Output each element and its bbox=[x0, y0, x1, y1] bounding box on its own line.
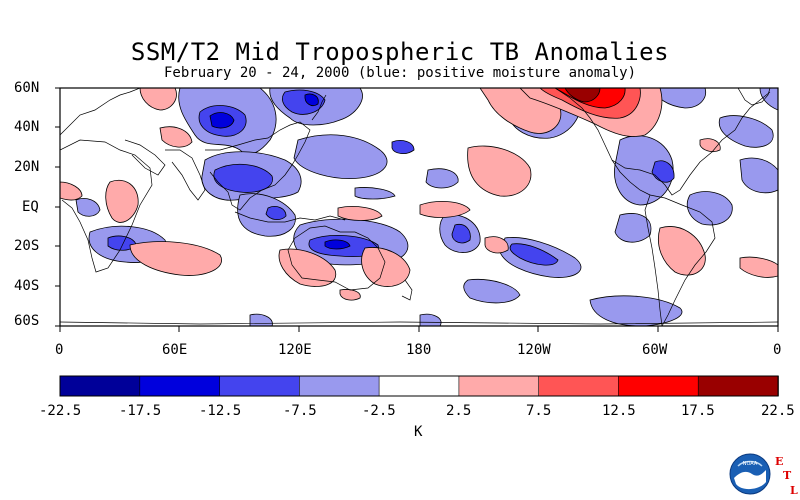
colorbar-tick-label: -22.5 bbox=[39, 403, 82, 419]
noaa-logo-text: NOAA bbox=[743, 461, 758, 467]
colorbar-cell bbox=[697, 375, 779, 397]
anomaly-region bbox=[139, 88, 177, 111]
colorbar-frame bbox=[59, 375, 779, 397]
colorbar-tick-label: 2.5 bbox=[446, 403, 472, 419]
anomaly-core-strong bbox=[304, 93, 319, 106]
coastline-indonesia bbox=[234, 211, 346, 223]
anomaly-region bbox=[354, 187, 396, 200]
lat-label-20n: 20N bbox=[14, 159, 40, 175]
colorbar-cell bbox=[538, 375, 620, 397]
anomaly-region bbox=[419, 200, 471, 218]
coastline-europe bbox=[60, 88, 141, 136]
anomaly-region bbox=[463, 278, 521, 304]
coastlines bbox=[60, 88, 778, 326]
lat-label-eq: EQ bbox=[22, 199, 39, 215]
lat-label-40s: 40S bbox=[14, 278, 40, 294]
coastline-greenland bbox=[737, 88, 771, 106]
coastline-india bbox=[165, 149, 206, 201]
lon-label-180: 180 bbox=[406, 342, 432, 358]
anomaly-region bbox=[337, 206, 383, 221]
lat-label-20s: 20S bbox=[14, 238, 40, 254]
anomaly-field bbox=[60, 88, 778, 326]
anomaly-region bbox=[467, 145, 532, 197]
lon-label-0-east: 0 bbox=[773, 342, 782, 358]
colorbar-cell bbox=[378, 375, 460, 397]
colorbar-cell bbox=[458, 375, 540, 397]
anomaly-region bbox=[60, 181, 83, 201]
map-title: SSM/T2 Mid Tropospheric TB Anomalies bbox=[130, 38, 670, 66]
colorbar-cell bbox=[219, 375, 301, 397]
lon-label-0-west: 0 bbox=[55, 342, 64, 358]
anomaly-core bbox=[651, 160, 675, 183]
anomaly-region bbox=[159, 126, 193, 148]
lon-label-60e: 60E bbox=[162, 342, 188, 358]
lon-label-60w: 60W bbox=[642, 342, 668, 358]
anomaly-core-strong bbox=[324, 239, 351, 250]
colorbar-cell bbox=[59, 375, 141, 397]
colorbar-unit: K bbox=[414, 424, 423, 440]
coastline-newzealand bbox=[401, 279, 413, 301]
anomaly-region bbox=[686, 191, 733, 226]
lat-label-40n: 40N bbox=[14, 119, 40, 135]
noaa-etl-logo: NOAA E T L bbox=[729, 453, 798, 497]
colorbar-tick-label: -7.5 bbox=[283, 403, 317, 419]
anomaly-region bbox=[129, 241, 222, 276]
lat-label-60n: 60N bbox=[14, 80, 40, 96]
coastline-north-america bbox=[554, 88, 771, 196]
anomaly-region bbox=[739, 256, 778, 278]
anomaly-region bbox=[658, 226, 706, 276]
etl-letter-t: T bbox=[783, 469, 792, 482]
colorbar-cell bbox=[618, 375, 700, 397]
anomaly-core bbox=[265, 206, 287, 220]
coastline-south-america bbox=[649, 194, 716, 326]
anomaly-region bbox=[75, 198, 101, 217]
lat-ticks bbox=[55, 87, 60, 327]
coastline-australia bbox=[287, 225, 386, 291]
anomaly-core-strong bbox=[209, 112, 235, 129]
map-subtitle: February 20 - 24, 2000 (blue: positive m… bbox=[163, 65, 636, 81]
anomaly-region bbox=[614, 135, 674, 206]
colorbar-cell bbox=[139, 375, 221, 397]
anomaly-core bbox=[451, 223, 471, 244]
anomaly-core bbox=[391, 140, 415, 154]
coastline-arabia bbox=[124, 139, 166, 176]
anomaly-region bbox=[739, 157, 778, 194]
colorbar-tick-label: -17.5 bbox=[119, 403, 162, 419]
anomaly-region bbox=[484, 236, 509, 254]
colorbar-tick-label: 12.5 bbox=[602, 403, 636, 419]
anomaly-region bbox=[718, 115, 774, 148]
anomaly-region bbox=[589, 295, 683, 326]
etl-letter-e: E bbox=[775, 455, 783, 468]
anomaly-region bbox=[293, 134, 388, 179]
colorbar-tick-label: -12.5 bbox=[199, 403, 242, 419]
colorbar-tick-label: 17.5 bbox=[681, 403, 715, 419]
anomaly-region bbox=[105, 179, 139, 223]
lat-label-60s: 60S bbox=[14, 313, 40, 329]
lon-label-120w: 120W bbox=[517, 342, 551, 358]
anomaly-region bbox=[614, 213, 652, 243]
anomaly-region bbox=[361, 247, 411, 287]
coastline-central-america bbox=[611, 159, 651, 196]
colorbar-tick-label: 22.5 bbox=[761, 403, 795, 419]
anomaly-region bbox=[759, 88, 778, 111]
anomaly-region bbox=[425, 168, 459, 189]
colorbar-cell bbox=[298, 375, 380, 397]
colorbar-tick-label: -2.5 bbox=[362, 403, 396, 419]
anomaly-region bbox=[278, 248, 337, 287]
coastline-asia bbox=[205, 121, 311, 211]
anomaly-core bbox=[509, 243, 559, 266]
lon-ticks bbox=[59, 326, 779, 332]
etl-letter-l: L bbox=[790, 484, 798, 497]
coastline-africa bbox=[60, 139, 153, 273]
colorbar-cells bbox=[59, 375, 779, 397]
anomaly-core-strongest bbox=[564, 88, 601, 103]
anomaly-region bbox=[419, 313, 442, 326]
coastline-japan bbox=[311, 94, 327, 121]
coastline-antarctica bbox=[60, 321, 778, 325]
lon-label-120e: 120E bbox=[278, 342, 312, 358]
coastline-south-america-west bbox=[644, 194, 663, 326]
colorbar-tick-label: 7.5 bbox=[526, 403, 552, 419]
